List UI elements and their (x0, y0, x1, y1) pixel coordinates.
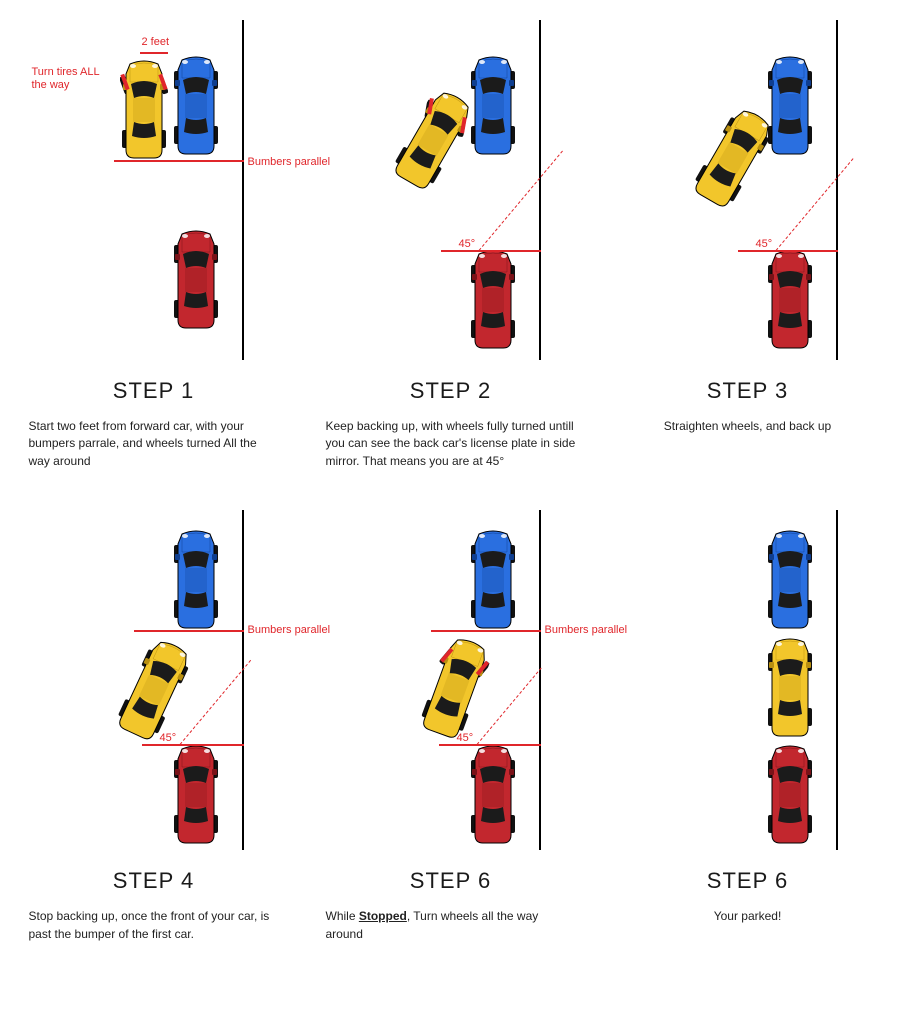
step-description: Keep backing up, with wheels fully turne… (326, 418, 576, 470)
infographic-grid: 2 feet Turn tires ALL the way Bumbers para… (10, 20, 891, 943)
panel-step-6: STEP 6 Your parked! (604, 510, 891, 943)
diagram-scene (618, 510, 878, 850)
car-yellow (687, 103, 779, 214)
diagram-scene: Bumbers parallel45° (24, 510, 284, 850)
bumper-parallel-line (431, 630, 541, 632)
angle-baseline (142, 744, 244, 746)
step-title: STEP 1 (113, 378, 194, 404)
car-yellow (387, 85, 479, 196)
car-yellow (766, 638, 814, 738)
car-yellow (111, 635, 197, 746)
trajectory-dashed-line (476, 668, 541, 745)
angle-45-label: 45° (459, 238, 476, 251)
step-title: STEP 4 (113, 868, 194, 894)
step-description: Start two feet from forward car, with yo… (29, 418, 279, 470)
curb-line (836, 20, 838, 360)
diagram-scene: 45° (321, 20, 581, 360)
car-yellow (415, 633, 494, 743)
curb-line (242, 20, 244, 360)
step-title: STEP 6 (410, 868, 491, 894)
diagram-scene: 45° (618, 20, 878, 360)
trajectory-dashed-line (775, 158, 853, 251)
bumpers-parallel-label: Bumbers parallel (248, 156, 331, 169)
panel-step-2: 45° STEP 2 Keep backing up, with wheels fu… (307, 20, 594, 470)
bumper-parallel-line (114, 160, 244, 162)
curb-line (539, 20, 541, 360)
angle-45-label: 45° (457, 732, 474, 745)
curb-line (242, 510, 244, 850)
diagram-scene: Bumbers parallel45° (321, 510, 581, 850)
step-description: While Stopped, Turn wheels all the way a… (326, 908, 576, 943)
diagram-scene: 2 feetTurn tires ALL the wayBumbers para… (24, 20, 284, 360)
step-description: Stop backing up, once the front of your … (29, 908, 279, 943)
angle-45-label: 45° (160, 732, 177, 745)
car-red (469, 745, 517, 845)
turn-tires-label: Turn tires ALL the way (32, 66, 100, 92)
step-title: STEP 6 (707, 868, 788, 894)
car-red (469, 250, 517, 350)
angle-baseline (738, 250, 838, 252)
step-description: Straighten wheels, and back up (664, 418, 831, 435)
bumpers-parallel-label: Bumbers parallel (545, 624, 628, 637)
step-title: STEP 3 (707, 378, 788, 404)
angle-baseline (441, 250, 541, 252)
trajectory-dashed-line (478, 151, 562, 251)
bumper-parallel-line (134, 630, 244, 632)
panel-step-5: Bumbers parallel45° STEP 6 While Stopped, … (307, 510, 594, 943)
bumpers-parallel-label: Bumbers parallel (248, 624, 331, 637)
car-blue (172, 530, 220, 630)
car-red (766, 250, 814, 350)
two-feet-label: 2 feet (142, 36, 170, 49)
trajectory-dashed-line (179, 660, 250, 745)
curb-line (539, 510, 541, 850)
car-red (766, 745, 814, 845)
panel-step-4: Bumbers parallel45° STEP 4 Stop backing up… (10, 510, 297, 943)
angle-45-label: 45° (756, 238, 773, 251)
car-red (172, 745, 220, 845)
curb-line (836, 510, 838, 850)
car-blue (766, 56, 814, 156)
car-blue (766, 530, 814, 630)
panel-step-3: 45° STEP 3 Straighten wheels, and back up (604, 20, 891, 470)
car-yellow (120, 60, 168, 160)
two-feet-bracket (140, 52, 168, 54)
car-blue (469, 530, 517, 630)
step-title: STEP 2 (410, 378, 491, 404)
angle-baseline (439, 744, 541, 746)
car-red (172, 230, 220, 330)
panel-step-1: 2 feetTurn tires ALL the wayBumbers para… (10, 20, 297, 470)
step-description: Your parked! (714, 908, 782, 925)
car-blue (172, 56, 220, 156)
